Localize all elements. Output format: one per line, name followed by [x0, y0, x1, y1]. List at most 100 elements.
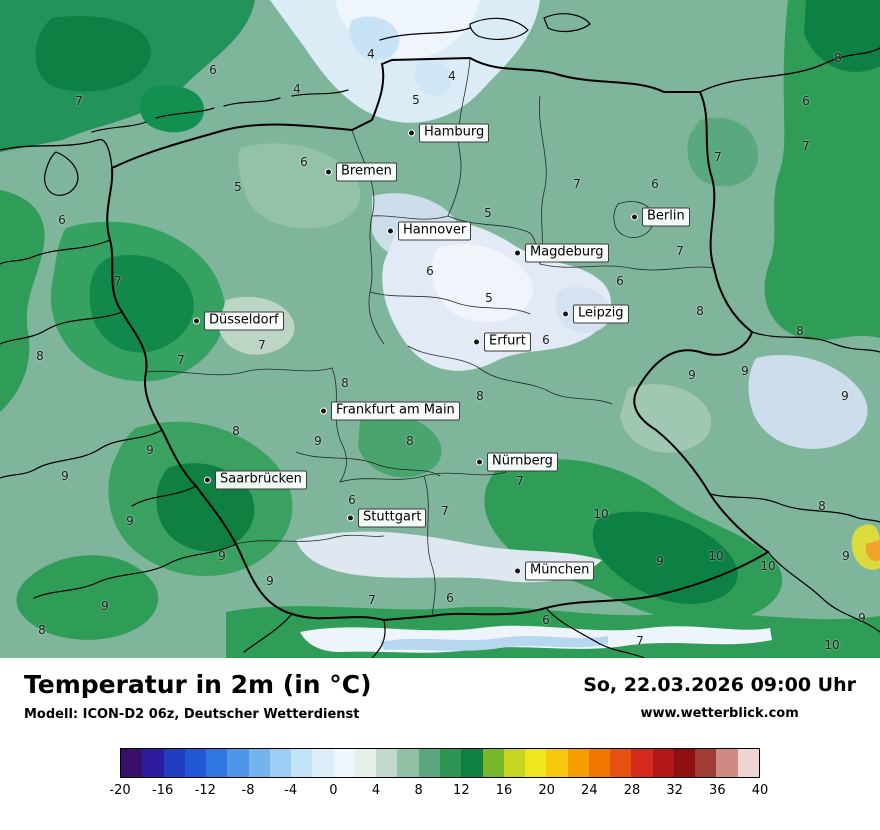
temperature-value: 7 [573, 177, 581, 191]
legend-color-segment [695, 749, 717, 777]
temperature-value: 9 [688, 368, 696, 382]
city-label: Saarbrücken [215, 470, 307, 490]
temperature-value: 5 [412, 93, 420, 107]
temperature-value: 6 [802, 94, 810, 108]
temperature-value: 9 [656, 554, 664, 568]
city-marker: Bremen [325, 162, 397, 182]
temperature-value: 9 [126, 514, 134, 528]
temperature-value: 10 [708, 549, 724, 563]
legend-color-segment [418, 749, 440, 777]
temperature-value: 8 [818, 499, 826, 513]
city-label: Nürnberg [487, 452, 558, 472]
temperature-value: 9 [266, 574, 274, 588]
temperature-value: 8 [38, 623, 46, 637]
temperature-legend: -20 -16 -12 -8 -4 0 4 8 12 16 20 24 28 32 36 40 [109, 748, 768, 801]
temperature-value: 6 [542, 613, 550, 627]
city-label: Bremen [336, 162, 397, 182]
city-dot [347, 514, 354, 522]
legend-color-segment [291, 749, 313, 777]
city-dot [631, 213, 638, 221]
city-marker: Magdeburg [514, 243, 609, 263]
legend-tick-label: 12 [453, 783, 470, 798]
legend-color-segment [354, 749, 377, 777]
temperature-value: 6 [542, 333, 550, 347]
city-dot [514, 249, 521, 257]
legend-tick-label: 40 [751, 783, 769, 798]
border-layer [0, 13, 880, 658]
legend-tick-label: 4 [371, 783, 381, 798]
legend-tick-label: -12 [194, 783, 216, 798]
page-title: Temperatur in 2m (in °C) [24, 670, 372, 699]
legend-color-segment [376, 749, 398, 777]
temperature-value: 6 [58, 213, 66, 227]
legend-color-segment [184, 749, 207, 777]
germany-temperature-map [0, 0, 880, 658]
temperature-value: 8 [36, 349, 44, 363]
legend-color-segment [716, 749, 738, 777]
legend-color-segment [610, 749, 632, 777]
weather-map-container: Hamburg Bremen Hannover Berlin Magdeburg Düss… [0, 0, 880, 658]
city-dot [476, 458, 483, 466]
temperature-value: 6 [651, 177, 659, 191]
legend-color-segment [567, 749, 589, 777]
legend-tick-label: -8 [241, 783, 255, 798]
city-label: Leipzig [573, 304, 629, 324]
city-marker: Berlin [631, 207, 690, 227]
city-dot [193, 317, 200, 325]
temperature-value: 9 [218, 549, 226, 563]
temperature-value: 6 [616, 274, 624, 288]
legend-color-segment [482, 749, 504, 777]
temperature-value: 8 [834, 51, 842, 65]
city-label: Düsseldorf [204, 311, 284, 331]
city-marker: Leipzig [562, 304, 629, 324]
temperature-value: 6 [209, 63, 217, 77]
city-label: Frankfurt am Main [331, 401, 460, 421]
city-label: Hamburg [419, 123, 490, 143]
temperature-value: 4 [367, 47, 375, 61]
temperature-value: 7 [636, 634, 644, 648]
info-bar: Temperatur in 2m (in °C) Modell: ICON-D2… [0, 658, 880, 722]
temperature-value: 5 [485, 291, 493, 305]
city-dot [387, 227, 394, 235]
map-overlay: Hamburg Bremen Hannover Berlin Magdeburg Düss… [36, 47, 866, 652]
city-marker: Düsseldorf [193, 311, 284, 331]
legend-color-segment [333, 749, 355, 777]
legend-color-segment [503, 749, 526, 777]
legend-color-segment [121, 749, 143, 777]
temperature-value: 9 [841, 389, 849, 403]
city-label: Erfurt [484, 332, 531, 352]
legend-tick-label: 16 [495, 783, 513, 798]
info-left: Temperatur in 2m (in °C) Modell: ICON-D2… [24, 670, 372, 722]
temperature-value: 10 [824, 638, 840, 652]
city-label: München [525, 561, 595, 581]
city-dot [325, 168, 332, 176]
city-marker: Frankfurt am Main [320, 401, 460, 421]
legend-color-segment [673, 749, 696, 777]
temperature-value: 6 [300, 155, 308, 169]
legend-tick-label: 36 [709, 783, 726, 798]
website-label: www.wetterblick.com [640, 706, 799, 721]
temperature-value: 4 [293, 82, 301, 96]
temperature-value: 7 [802, 139, 810, 153]
city-label: Magdeburg [525, 243, 609, 263]
city-label: Hannover [398, 221, 472, 241]
city-marker: Saarbrücken [204, 470, 307, 490]
legend-color-segment [588, 749, 611, 777]
temperature-value: 8 [341, 376, 349, 390]
legend-color-segment [546, 749, 568, 777]
temperature-value: 8 [232, 424, 240, 438]
temperature-value: 6 [446, 591, 454, 605]
germany-border [106, 56, 770, 622]
temperature-value: 4 [448, 69, 456, 83]
temperature-value: 8 [796, 324, 804, 338]
temperature-shading-layer [0, 0, 880, 658]
city-dot [320, 407, 327, 415]
info-right: So, 22.03.2026 09:00 Uhr www.wetterblick… [583, 670, 856, 721]
temperature-value: 7 [75, 94, 83, 108]
legend-bar [120, 748, 760, 778]
legend-color-segment [631, 749, 653, 777]
legend-color-segment [163, 749, 185, 777]
temperature-value: 7 [714, 150, 722, 164]
temperature-value: 9 [314, 434, 322, 448]
temperature-value: 7 [258, 338, 266, 352]
